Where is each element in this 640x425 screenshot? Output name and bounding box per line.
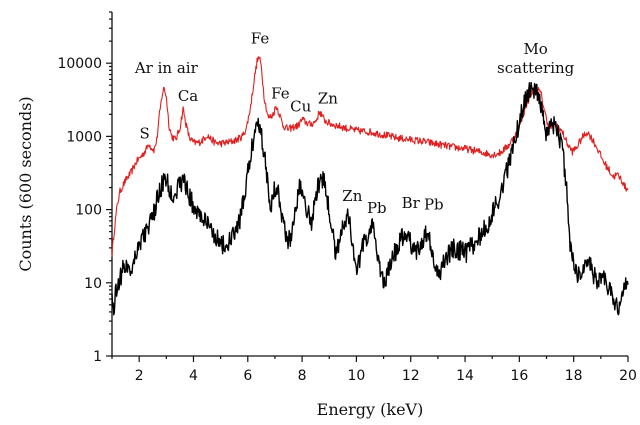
peak-label: Zn: [342, 187, 362, 205]
x-axis-label: Energy (keV): [317, 400, 424, 419]
peak-label: Fe: [271, 84, 290, 102]
y-tick-label: 10: [84, 276, 102, 292]
peak-label: Pb: [424, 196, 444, 214]
x-tick-label: 18: [565, 368, 583, 384]
series-layer: [111, 56, 629, 316]
x-tick-label: 20: [619, 368, 637, 384]
series-line-red: [111, 56, 629, 257]
x-axis-ticks: 2 4 6 8 10 12 14 16 18 20: [111, 356, 637, 384]
x-tick-label: 14: [456, 368, 474, 384]
peak-label: Cu: [290, 97, 311, 115]
peak-label: Zn: [318, 90, 338, 108]
peak-label: Br: [402, 194, 421, 212]
peak-label: Pb: [367, 199, 387, 217]
x-tick-label: 2: [135, 368, 144, 384]
peak-label: Ca: [178, 87, 198, 105]
peak-label: Ar in air: [134, 59, 199, 77]
y-tick-label: 1: [93, 349, 102, 365]
y-axis-ticks: 1 10 100 1000 10000: [57, 11, 112, 365]
x-tick-label: 16: [510, 368, 528, 384]
y-tick-label: 100: [75, 203, 102, 219]
x-tick-label: 8: [298, 368, 307, 384]
series-line-black: [111, 81, 629, 316]
x-tick-label: 4: [189, 368, 198, 384]
peak-label: Mo: [523, 40, 547, 58]
y-tick-label: 10000: [57, 56, 102, 72]
peak-label: S: [139, 125, 149, 143]
y-tick-label: 1000: [66, 129, 102, 145]
x-tick-label: 10: [348, 368, 366, 384]
y-axis-label: Counts (600 seconds): [16, 96, 35, 271]
x-tick-label: 12: [402, 368, 420, 384]
x-tick-label: 6: [243, 368, 252, 384]
peak-label: scattering: [497, 59, 575, 77]
peak-label: Fe: [251, 30, 270, 48]
